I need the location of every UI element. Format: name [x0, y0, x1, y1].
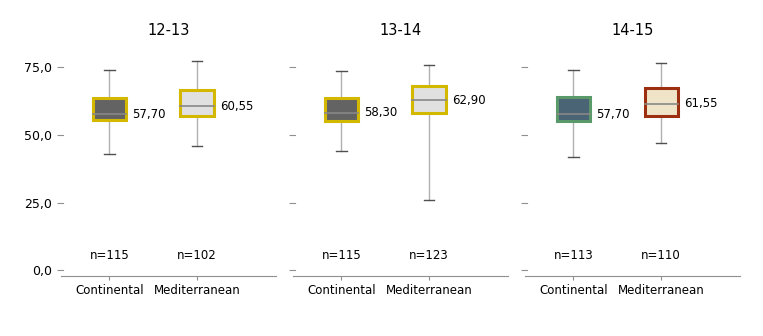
- Text: n=113: n=113: [554, 249, 594, 262]
- Text: 58,30: 58,30: [364, 106, 398, 119]
- Bar: [557, 97, 590, 121]
- Bar: [413, 86, 446, 113]
- Bar: [645, 88, 678, 116]
- Title: 13-14: 13-14: [379, 23, 422, 38]
- Text: n=102: n=102: [177, 249, 217, 262]
- Bar: [92, 98, 126, 120]
- Title: 14-15: 14-15: [611, 23, 654, 38]
- Text: 57,70: 57,70: [596, 108, 629, 121]
- Text: 60,55: 60,55: [220, 100, 253, 113]
- Text: 61,55: 61,55: [684, 97, 717, 110]
- Bar: [325, 98, 358, 121]
- Text: n=123: n=123: [409, 249, 449, 262]
- Title: 12-13: 12-13: [147, 23, 190, 38]
- Text: 57,70: 57,70: [132, 108, 166, 121]
- Text: n=115: n=115: [89, 249, 129, 262]
- Text: 62,90: 62,90: [452, 93, 485, 107]
- Text: n=115: n=115: [321, 249, 361, 262]
- Text: n=110: n=110: [641, 249, 681, 262]
- Bar: [180, 90, 214, 116]
